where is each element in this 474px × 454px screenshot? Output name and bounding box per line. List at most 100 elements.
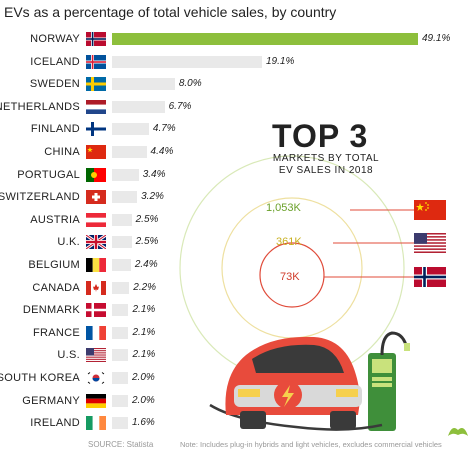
bar-row-south-korea: SOUTH KOREA 2.0% <box>0 367 474 389</box>
bar <box>112 326 129 339</box>
portugal-flag-icon <box>86 167 106 182</box>
bar-row-china: CHINA 4.4% <box>0 141 474 163</box>
value-label: 1.6% <box>132 417 155 429</box>
category-label: AUSTRIA <box>30 213 80 226</box>
value-label: 49.1% <box>422 33 451 44</box>
value-label: 2.0% <box>132 394 155 406</box>
market-value-china: 1,053K <box>266 202 301 214</box>
switzerland-flag-icon <box>86 190 106 205</box>
bar <box>112 55 262 68</box>
value-label: 2.5% <box>135 236 159 248</box>
value-label: 6.7% <box>168 100 192 112</box>
bar-row-portugal: PORTUGAL 3.4% <box>0 164 474 186</box>
top3-subtitle-line1: MARKETS BY TOTAL <box>272 153 380 164</box>
category-label: U.K. <box>57 236 80 249</box>
category-label: SOUTH KOREA <box>0 372 80 384</box>
bar <box>112 191 138 204</box>
bar-row-switzerland: SWITZERLAND 3.2% <box>0 186 474 208</box>
bar-row-germany: GERMANY 2.0% <box>0 390 474 412</box>
top3-subtitle-line2: EV SALES IN 2018 <box>278 165 374 176</box>
china-flag-icon <box>86 145 106 159</box>
norway-flag-icon <box>86 32 106 46</box>
category-label: NETHERLANDS <box>0 100 80 113</box>
category-label: ICELAND <box>30 55 80 68</box>
value-label: 4.7% <box>152 123 176 135</box>
category-label: CANADA <box>32 281 80 294</box>
bar-row-ireland: IRELAND 1.6% <box>0 412 474 434</box>
category-label: FINLAND <box>30 123 80 136</box>
bar-row-iceland: ICELAND 19.1% <box>0 51 474 73</box>
market-value-norway: 73K <box>280 271 300 283</box>
bar-row-u-s: U.S. 2.1% <box>0 344 474 366</box>
source-text: SOURCE: Statista <box>88 440 154 449</box>
bar <box>112 417 128 430</box>
sweden-flag-icon <box>86 77 106 92</box>
top3-subtitle: MARKETS BY TOTAL EV SALES IN 2018 <box>266 153 386 177</box>
u-s-flag-icon <box>86 348 106 363</box>
bar <box>112 259 131 271</box>
top3-heading: TOP 3 <box>272 118 369 154</box>
value-label: 2.1% <box>132 304 156 316</box>
chart-title: EVs as a percentage of total vehicle sal… <box>4 4 337 20</box>
category-label: BELGIUM <box>28 259 80 271</box>
value-label: 4.4% <box>150 146 174 157</box>
ev-car-illustration <box>209 331 410 431</box>
category-label: FRANCE <box>32 326 80 339</box>
bar-row-canada: CANADA 2.2% <box>0 277 474 299</box>
south-korea-flag-icon <box>86 371 106 385</box>
value-label: 19.1% <box>266 55 295 67</box>
bar <box>112 100 165 113</box>
value-label: 8.0% <box>178 78 202 90</box>
category-label: DENMARK <box>22 304 80 317</box>
bar <box>112 33 418 45</box>
netherlands-flag-icon <box>86 99 106 114</box>
logo-icon <box>448 428 468 436</box>
note-text: Note: Includes plug-in hybrids and light… <box>180 440 442 449</box>
bar-row-sweden: SWEDEN 8.0% <box>0 73 474 95</box>
finland-flag-icon <box>86 122 106 137</box>
bar-row-netherlands: NETHERLANDS 6.7% <box>0 96 474 118</box>
u-k-flag-icon <box>86 235 106 250</box>
austria-flag-icon <box>86 212 106 227</box>
bar-row-austria: AUSTRIA 2.5% <box>0 209 474 231</box>
category-label: SWEDEN <box>29 78 80 91</box>
value-label: 2.5% <box>135 213 159 225</box>
bar-row-denmark: DENMARK 2.1% <box>0 299 474 321</box>
bar <box>112 168 139 181</box>
belgium-flag-icon <box>86 258 106 272</box>
bar <box>112 304 129 317</box>
value-label: 2.2% <box>133 281 157 293</box>
canada-flag-icon <box>86 280 106 295</box>
bar-row-u-k: U.K. 2.5% <box>0 231 474 253</box>
bar <box>112 281 130 294</box>
category-label: CHINA <box>44 146 80 158</box>
category-label: NORWAY <box>30 33 80 45</box>
value-label: 2.0% <box>132 372 155 383</box>
bar <box>112 146 147 158</box>
iceland-flag-icon <box>86 54 106 69</box>
value-label: 2.1% <box>132 326 156 338</box>
category-label: SWITZERLAND <box>0 191 80 204</box>
bar <box>112 372 128 384</box>
us-flag-icon <box>414 233 446 253</box>
bar <box>112 123 149 136</box>
germany-flag-icon <box>86 393 106 408</box>
bar-row-france: FRANCE 2.1% <box>0 322 474 344</box>
france-flag-icon <box>86 325 106 340</box>
category-label: U.S. <box>57 349 80 362</box>
denmark-flag-icon <box>86 303 106 318</box>
value-label: 2.1% <box>132 349 156 361</box>
bar-row-finland: FINLAND 4.7% <box>0 118 474 140</box>
value-label: 3.4% <box>142 168 166 180</box>
china-flag-icon <box>414 200 446 220</box>
category-label: PORTUGAL <box>17 168 80 181</box>
bar-row-belgium: BELGIUM 2.4% <box>0 254 474 276</box>
norway-flag-icon <box>414 267 446 287</box>
bar <box>112 78 175 91</box>
bar <box>112 213 132 226</box>
value-label: 3.2% <box>141 191 164 203</box>
bar <box>112 349 129 362</box>
market-value-us: 361K <box>276 236 302 248</box>
category-label: IRELAND <box>30 417 80 430</box>
ireland-flag-icon <box>86 416 106 431</box>
